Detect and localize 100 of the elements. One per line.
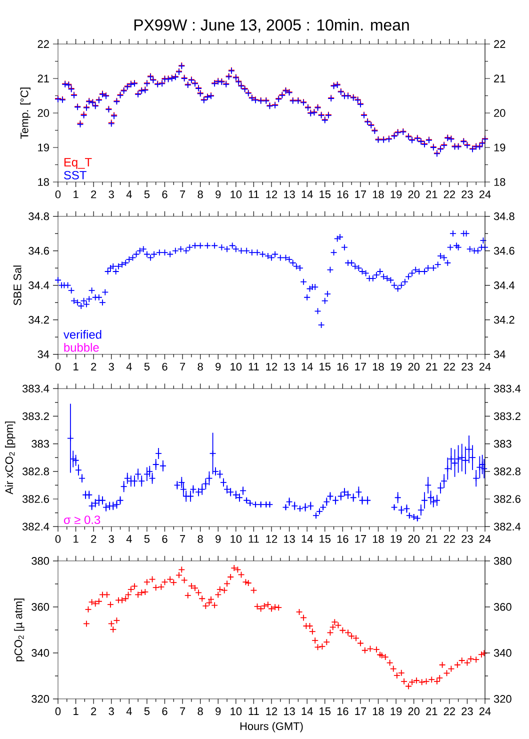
- annotation: bubble: [64, 342, 99, 352]
- x-tick-label: 15: [320, 707, 330, 716]
- y-tick-label: 382.8: [22, 468, 49, 476]
- x-tick-label: 17: [355, 190, 366, 198]
- x-tick-label: 11: [248, 190, 259, 198]
- x-tick-label: 4: [126, 707, 132, 715]
- chart-title: PX99W : June 13, 2005 : 10min. mean: [134, 18, 409, 32]
- x-tick-label: 11: [248, 707, 259, 715]
- x-tick-label: 11: [248, 535, 259, 543]
- x-tick-label: 6: [162, 707, 168, 716]
- x-tick-label: 19: [390, 190, 402, 198]
- y-tick-label: 21: [38, 74, 49, 82]
- y-tick-label: 34.8: [28, 212, 49, 220]
- x-tick-label: 5: [144, 707, 150, 716]
- x-tick-label: 7: [180, 535, 186, 543]
- x-tick-label: 23: [462, 707, 473, 716]
- annotation: σ ≥ 0.3: [64, 516, 100, 524]
- x-tick-label: 20: [408, 535, 420, 543]
- x-tick-label: 24: [479, 362, 491, 370]
- x-tick-label: 1: [74, 535, 78, 543]
- x-tick-label: 18: [372, 707, 384, 716]
- x-tick-label: 16: [337, 362, 348, 371]
- y-tick-label: 20: [38, 109, 50, 117]
- x-tick-label: 21: [426, 190, 438, 198]
- y-tick-label: 340: [32, 649, 50, 657]
- x-tick-label: 7: [180, 362, 186, 370]
- x-tick-label: 16: [337, 707, 348, 716]
- x-tick-label: 9: [216, 190, 221, 198]
- x-tick-label: 22: [444, 535, 455, 543]
- y-tick-label: 383.4: [22, 384, 50, 392]
- y2-tick-label: 383.4: [494, 384, 521, 392]
- x-tick-label: 6: [162, 190, 168, 198]
- x-tick-label: 14: [302, 535, 313, 543]
- y2-tick-label: 383: [494, 440, 512, 448]
- x-tick-label: 9: [216, 707, 221, 716]
- x-tick-label: 19: [390, 707, 402, 716]
- y2-tick-label: 320: [494, 695, 512, 703]
- x-tick-label: 20: [408, 190, 420, 198]
- x-tick-label: 12: [266, 190, 278, 198]
- x-tick-label: 3: [108, 190, 114, 198]
- y-axis-title: Temp. [°C]: [20, 88, 30, 139]
- x-tick-label: 4: [126, 362, 132, 370]
- x-tick-label: 17: [355, 535, 366, 543]
- x-tick-label: 3: [108, 362, 114, 371]
- x-tick-label: 21: [426, 535, 438, 543]
- x-tick-label: 11: [248, 362, 259, 370]
- y-tick-label: 34.6: [28, 246, 49, 255]
- y-axis-title: pCO$_{2}$ [µ atm]: [14, 598, 24, 662]
- y2-tick-label: 340: [494, 649, 512, 657]
- x-tick-label: 2: [91, 190, 96, 198]
- y2-tick-label: 22: [494, 40, 506, 48]
- x-tick-label: 19: [390, 362, 402, 371]
- y-axis-title: Air xCO$_{2}$ [ppm]: [5, 422, 16, 494]
- y-tick-label: 19: [38, 144, 49, 152]
- x-tick-label: 12: [266, 362, 278, 370]
- y2-tick-label: 18: [494, 178, 506, 186]
- x-tick-label: 24: [479, 535, 491, 543]
- x-tick-label: 9: [216, 362, 221, 371]
- y2-tick-label: 382.8: [494, 468, 520, 476]
- x-tick-label: 5: [144, 190, 150, 198]
- x-tick-label: 20: [408, 707, 420, 716]
- x-tick-label: 14: [302, 190, 313, 198]
- text: Eq_T: [64, 158, 92, 169]
- y2-tick-label: 34.6: [494, 246, 514, 255]
- y2-tick-label: 34.8: [494, 212, 514, 220]
- x-tick-label: 2: [91, 707, 96, 716]
- x-tick-label: 2: [91, 535, 96, 543]
- x-tick-label: 24: [479, 707, 491, 716]
- y2-tick-label: 34.4: [494, 281, 515, 290]
- x-tick-label: 23: [462, 535, 473, 543]
- x-tick-label: 22: [444, 190, 455, 198]
- x-tick-label: 10: [230, 707, 242, 716]
- x-tick-label: 14: [302, 707, 313, 715]
- x-tick-label: 10: [230, 535, 242, 543]
- x-tick-label: 12: [266, 535, 278, 543]
- y2-tick-label: 20: [494, 109, 506, 117]
- x-tick-label: 23: [462, 362, 473, 371]
- x-tick-label: 0: [55, 190, 61, 198]
- y-tick-label: 382.6: [22, 495, 49, 503]
- y2-tick-label: 34.2: [494, 316, 514, 324]
- y2-tick-label: 34: [494, 350, 506, 358]
- x-tick-label: 13: [284, 535, 295, 543]
- x-tick-label: 21: [426, 362, 438, 370]
- x-tick-label: 7: [180, 707, 186, 715]
- x-tick-label: 21: [426, 707, 438, 716]
- x-tick-label: 16: [337, 190, 348, 198]
- x-tick-label: 5: [144, 362, 150, 370]
- x-tick-label: 15: [320, 535, 330, 543]
- x-tick-label: 10: [230, 362, 242, 371]
- y-tick-label: 383.2: [22, 412, 49, 420]
- x-tick-label: 12: [266, 707, 278, 716]
- x-axis-title: Hours (GMT): [240, 722, 303, 732]
- x-tick-label: 22: [444, 707, 455, 716]
- text: verified: [64, 330, 102, 339]
- y2-tick-label: 382.4: [494, 522, 521, 530]
- y-tick-label: 34.2: [28, 316, 49, 324]
- y-tick-label: 34.4: [28, 281, 50, 290]
- x-tick-label: 6: [162, 535, 168, 543]
- y-tick-label: 34: [38, 350, 50, 358]
- x-tick-label: 16: [337, 535, 348, 543]
